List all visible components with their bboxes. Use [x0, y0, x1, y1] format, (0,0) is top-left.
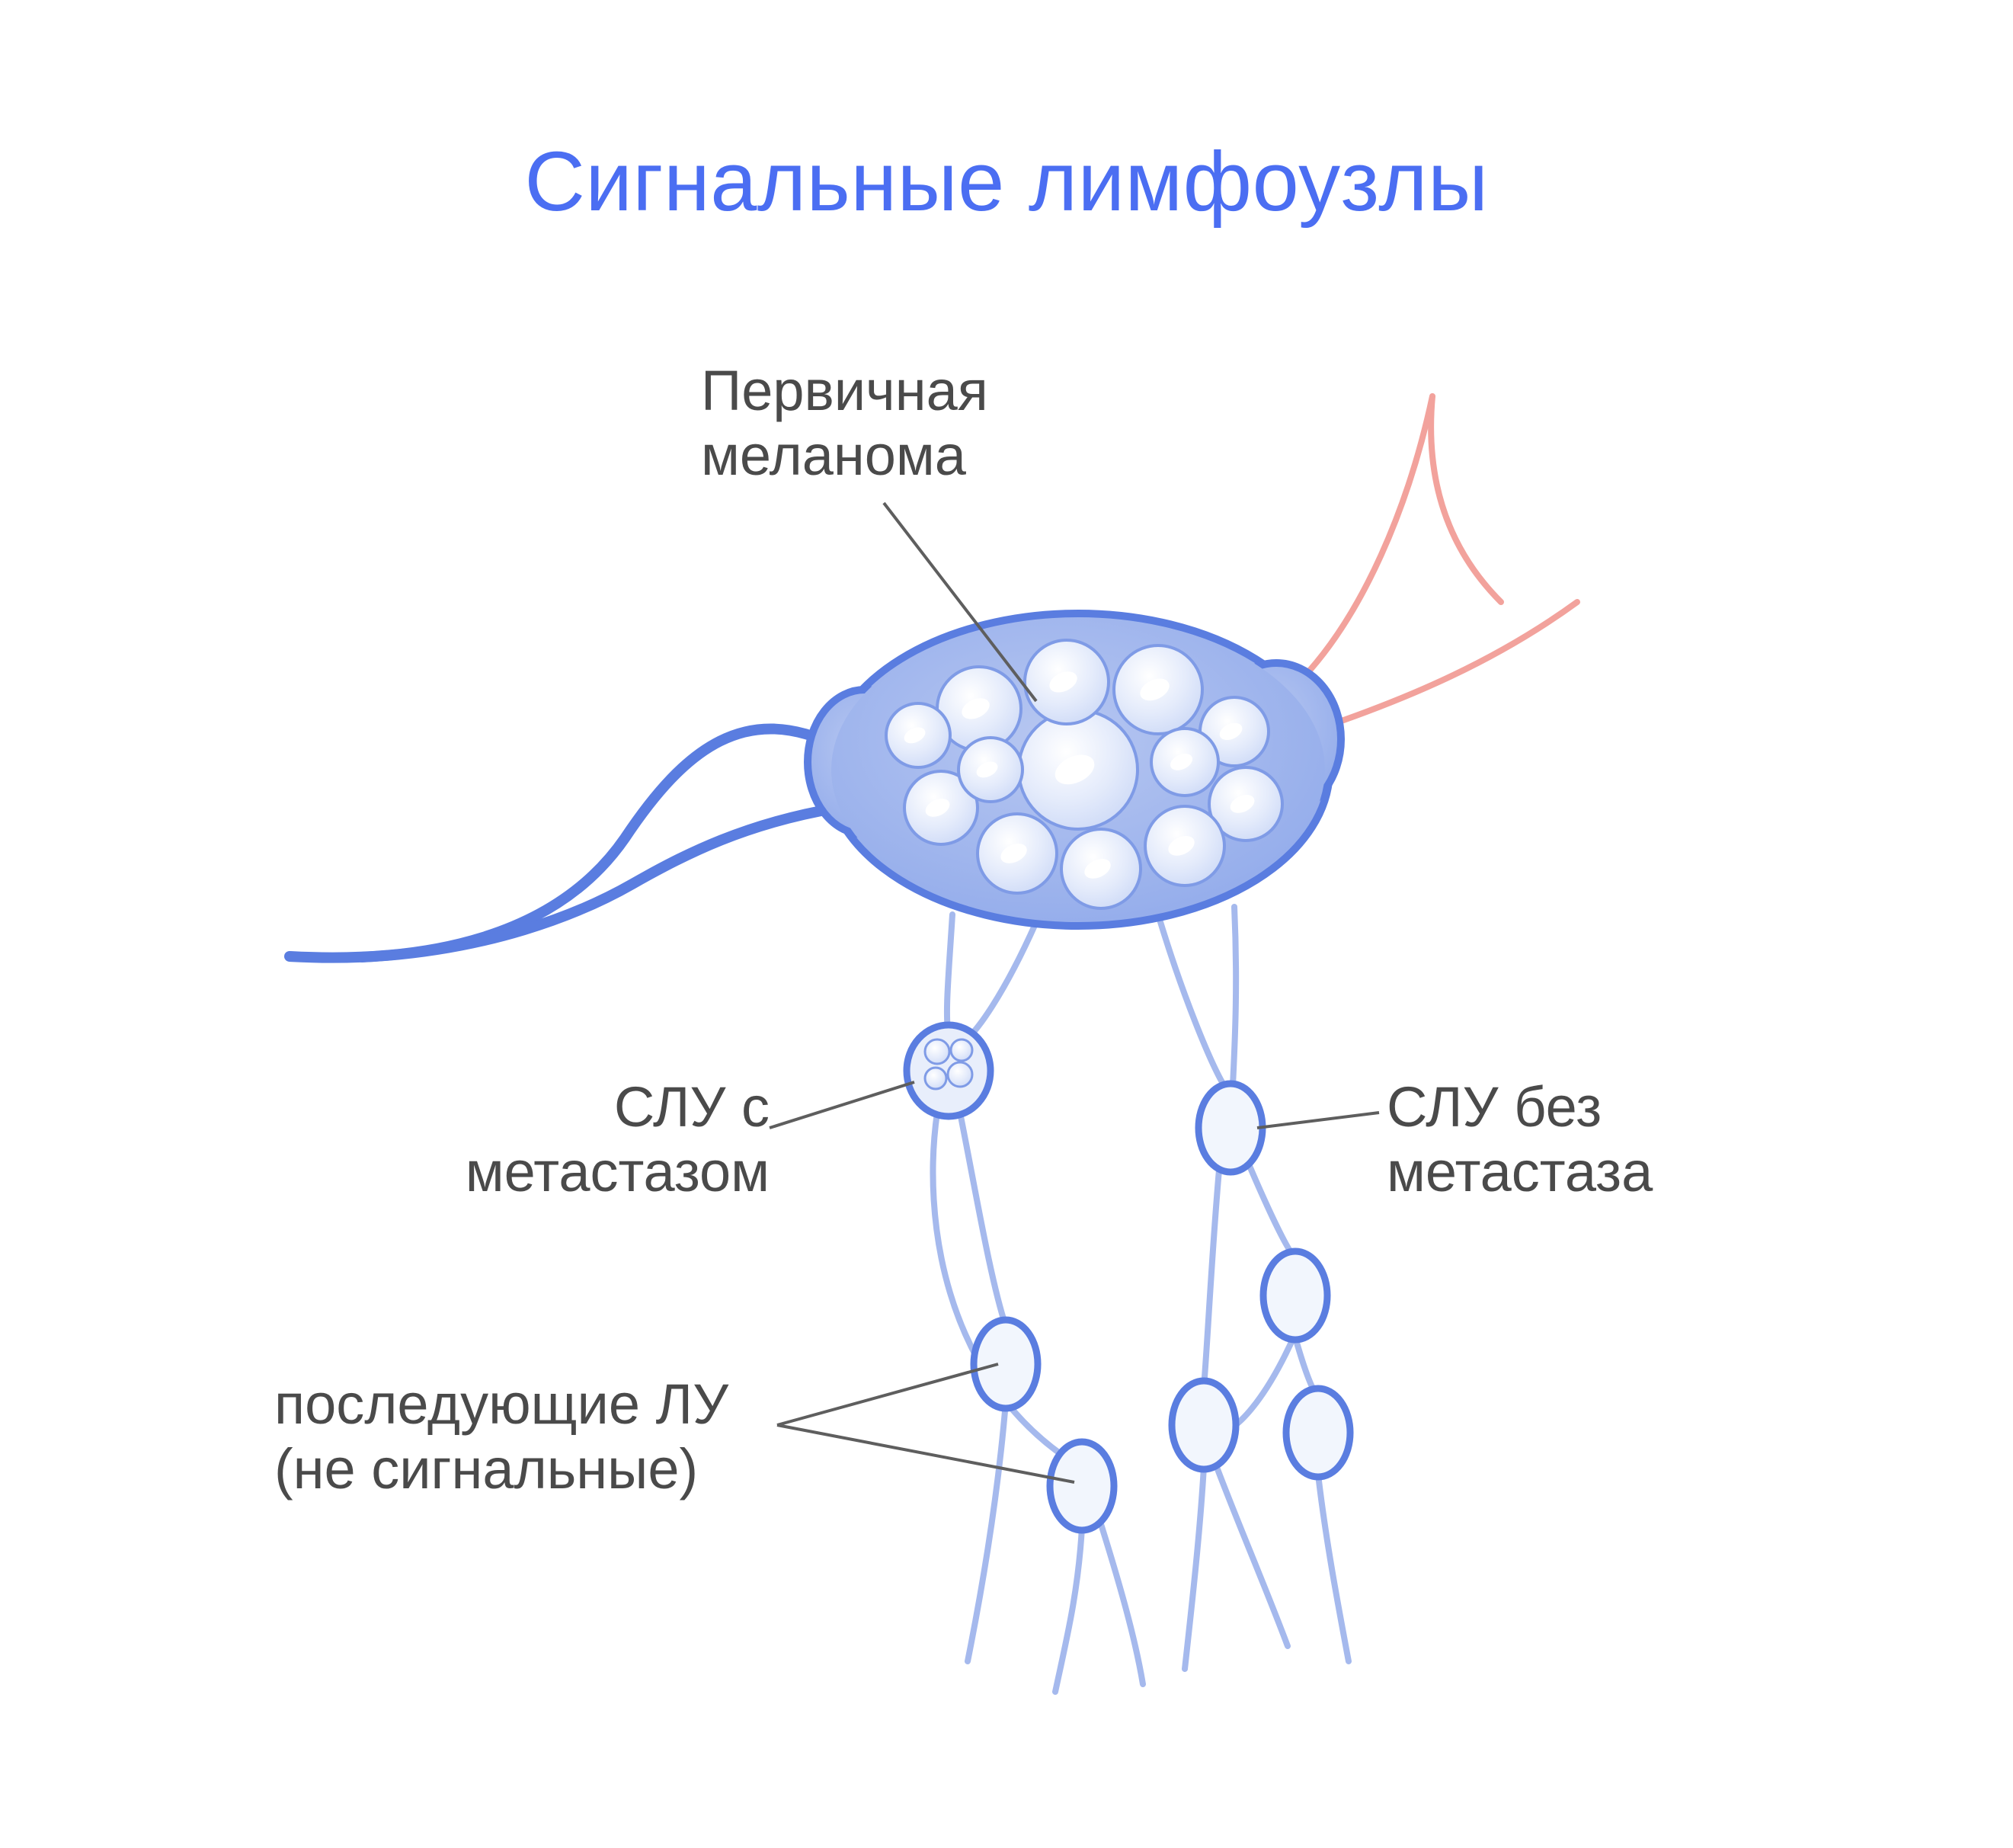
label-slu-metastasis: СЛУ с метастазом: [434, 1075, 770, 1204]
blue-thick-vessels: [290, 729, 838, 957]
slu-metastasis-node: [907, 1025, 990, 1116]
lymph-nodes-group: [974, 1084, 1350, 1530]
primary-melanoma: [808, 613, 1341, 926]
label-subsequent-nodes: последующие ЛУ (не сигнальные): [274, 1372, 610, 1501]
red-vessels-group: [1295, 396, 1577, 732]
label-primary-melanoma: Первичная меланома: [701, 358, 988, 488]
diagram-canvas: Сигнальные лимфоузлы Первичная меланома …: [0, 0, 2013, 1848]
diagram-svg: [0, 0, 2013, 1848]
label-slu-no-metastasis: СЛУ без метастаза: [1387, 1075, 1653, 1204]
